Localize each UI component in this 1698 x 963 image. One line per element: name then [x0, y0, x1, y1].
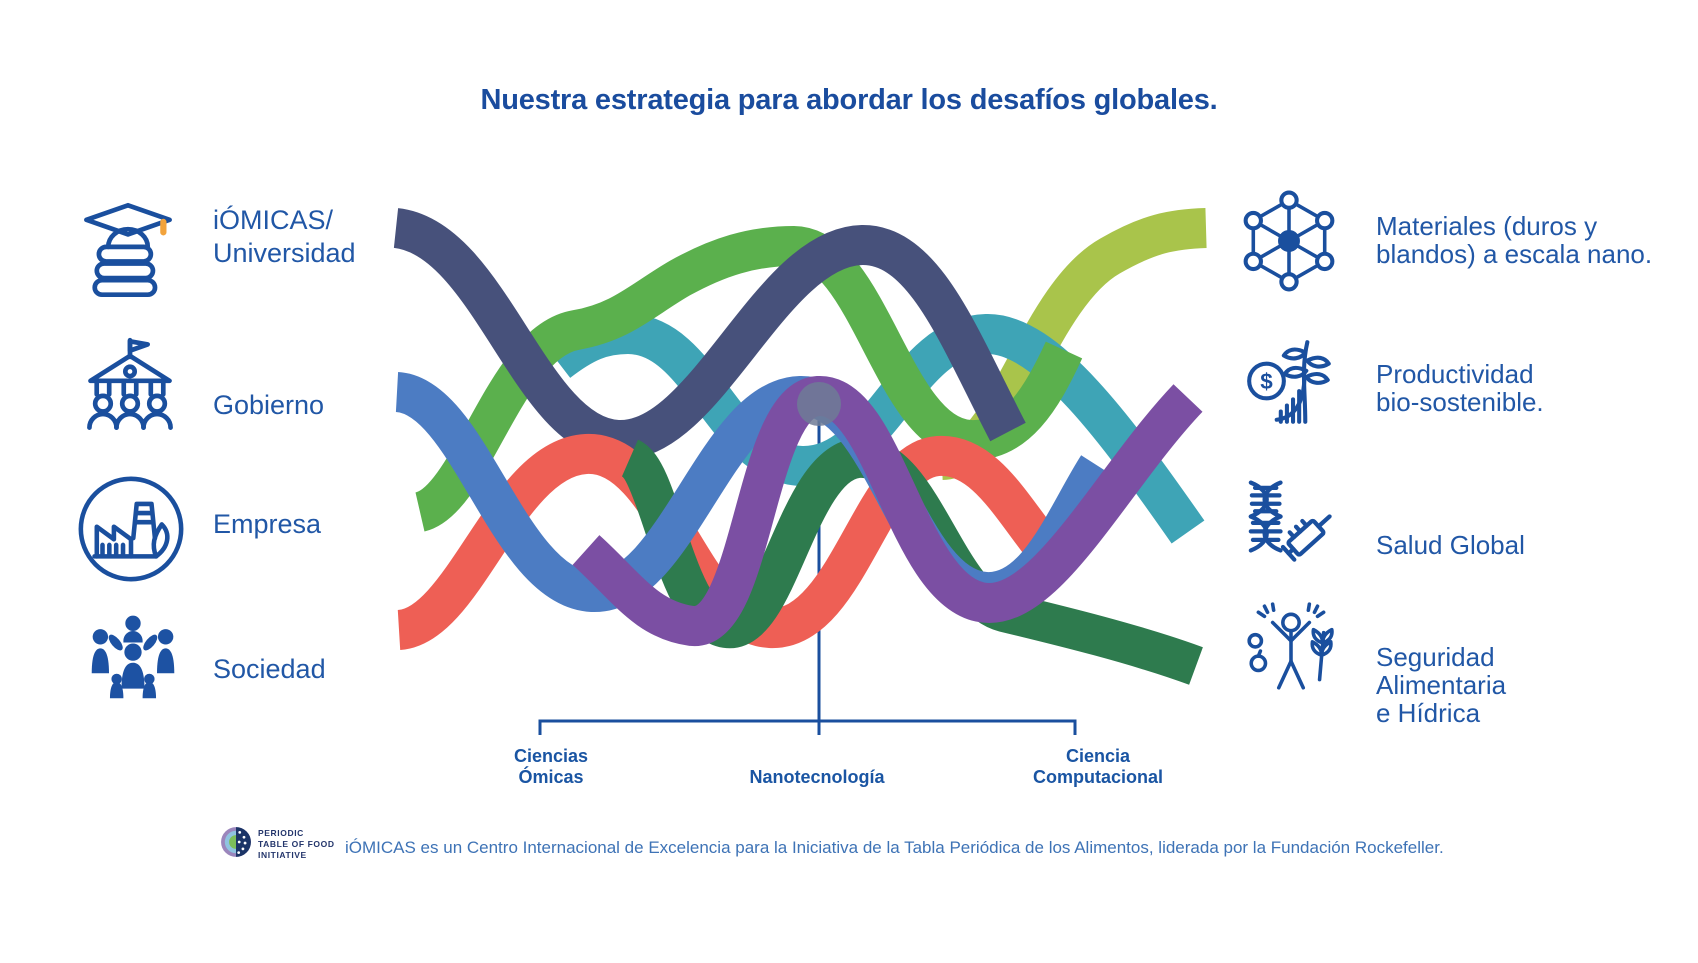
ptfi-logo-text: PERIODIC TABLE OF FOOD INITIATIVE: [258, 828, 335, 860]
entity-label-sociedad: Sociedad: [213, 654, 326, 684]
footer-note: iÓMICAS es un Centro Internacional de Ex…: [345, 838, 1444, 857]
ribbon-navy: [392, 208, 1026, 460]
page-title: Nuestra estrategia para abordar los desa…: [480, 84, 1218, 116]
food-security-icon: [1240, 598, 1342, 700]
society-icon: [82, 608, 184, 704]
business-icon: [74, 472, 188, 586]
entity-label-universidad: iÓMICAS/ Universidad: [213, 205, 356, 268]
axis-label-ciencias-omicas: Ciencias Ómicas: [513, 746, 589, 787]
ribbon-purple: [572, 376, 1203, 646]
university-icon: [76, 198, 180, 302]
technology-bracket: [538, 719, 1077, 735]
nano-materials-icon: [1238, 190, 1340, 292]
government-icon: [78, 332, 182, 440]
convergence-marker: [797, 382, 841, 426]
outcome-label-seguridad: Seguridad Alimentaria e Hídrica: [1376, 642, 1507, 728]
global-health-icon: [1236, 472, 1342, 578]
axis-label-nanotecnologia: Nanotecnología: [749, 767, 885, 787]
outcome-label-salud: Salud Global: [1376, 530, 1525, 560]
axis-label-ciencia-computacional: Ciencia Computacional: [1032, 746, 1164, 787]
svg-text:$: $: [1260, 369, 1273, 394]
entity-label-empresa: Empresa: [213, 509, 322, 539]
outcome-label-productividad: Productividad bio-sostenible.: [1376, 359, 1544, 417]
bio-productivity-icon: $: [1240, 330, 1342, 432]
ptfi-logo: [220, 826, 252, 858]
entity-label-gobierno: Gobierno: [213, 390, 325, 420]
outcome-label-materiales: Materiales (duros y blandos) a escala na…: [1376, 211, 1653, 269]
